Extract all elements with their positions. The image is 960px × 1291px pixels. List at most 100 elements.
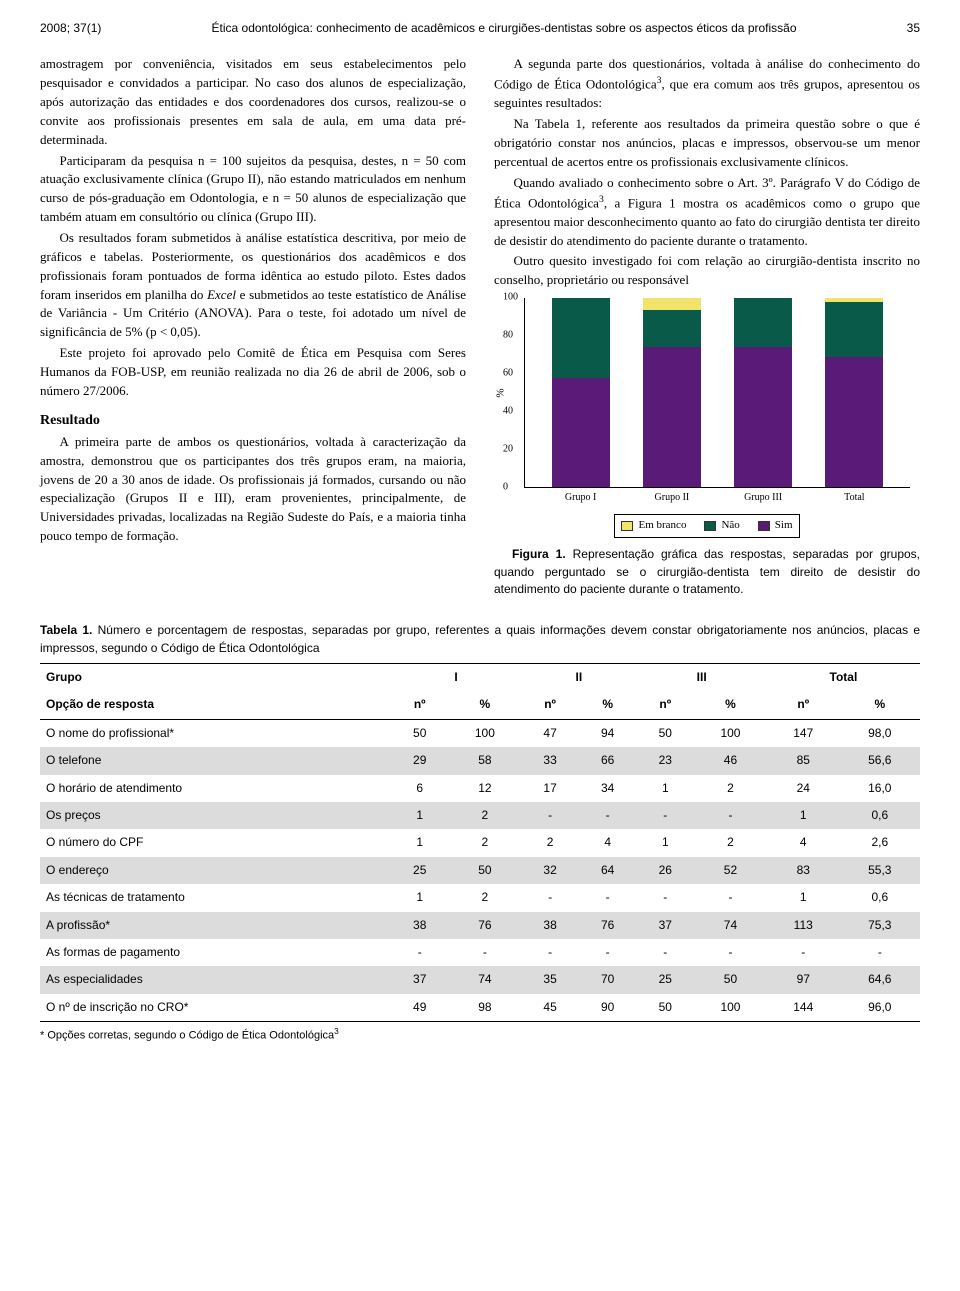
table-subheader: % [449,691,522,719]
table-row: O endereço2550326426528355,3 [40,857,920,884]
table-subheader: % [579,691,637,719]
table-cell: 50 [391,719,449,747]
x-tick: Grupo II [643,491,701,506]
table-cell: 56,6 [840,747,920,774]
table-cell: - [449,939,522,966]
figure-label: Figura 1. [512,547,566,561]
paragraph: Participaram da pesquisa n = 100 sujeito… [40,152,466,227]
legend-label: Sim [775,518,793,534]
table-cell: 24 [767,775,840,802]
page-header: 2008; 37(1) Ética odontológica: conhecim… [40,20,920,37]
table-subheader: Opção de resposta [40,691,391,719]
table-cell: 1 [636,829,694,856]
table-row: As formas de pagamento-------- [40,939,920,966]
table-cell: 29 [391,747,449,774]
table-cell: - [694,939,767,966]
table-header-group: III [636,664,766,692]
table-cell: - [636,884,694,911]
y-tick: 80 [503,328,513,343]
table-cell: 26 [636,857,694,884]
table-cell: - [521,802,579,829]
table-cell: 25 [391,857,449,884]
table-row: O número do CPF12241242,6 [40,829,920,856]
text-italic: Excel [207,287,236,302]
paragraph: Os resultados foram submetidos à análise… [40,229,466,342]
table-cell: 38 [521,912,579,939]
table-cell: 1 [391,829,449,856]
table-caption: Tabela 1. Número e porcentagem de respos… [40,622,920,657]
table-cell: 23 [636,747,694,774]
table-row-label: O endereço [40,857,391,884]
y-axis-label: % [494,388,510,397]
header-title: Ética odontológica: conhecimento de acad… [101,20,906,37]
table-subheader: % [694,691,767,719]
table-caption-text: Número e porcentagem de respostas, separ… [40,623,920,654]
table-cell: 35 [521,966,579,993]
table-header-group: Grupo [40,664,391,692]
legend-swatch [621,521,633,531]
table-cell: 2 [449,829,522,856]
bar-segment-em-branco [643,298,701,309]
table-subheader: nº [636,691,694,719]
table-row-label: O horário de atendimento [40,775,391,802]
table-cell: 2,6 [840,829,920,856]
table-row-label: O número do CPF [40,829,391,856]
table-cell: 144 [767,994,840,1022]
table-cell: 52 [694,857,767,884]
bar-segment-sim [552,378,610,488]
table-cell: 76 [449,912,522,939]
table-row-label: O nº de inscrição no CRO* [40,994,391,1022]
table-cell: 83 [767,857,840,884]
table-cell: 75,3 [840,912,920,939]
table-cell: 45 [521,994,579,1022]
table-cell: 1 [636,775,694,802]
table-footnote: * Opções corretas, segundo o Código de É… [40,1026,920,1045]
table-subheader: nº [767,691,840,719]
bar-chart: % 020406080100Grupo IGrupo IIGrupo IIITo… [524,298,910,488]
table-cell: 50 [694,966,767,993]
table-cell: - [579,939,637,966]
table-cell: - [636,802,694,829]
table-cell: 55,3 [840,857,920,884]
paragraph: Quando avaliado o conhecimento sobre o A… [494,174,920,251]
table-cell: 1 [767,884,840,911]
table-cell: 25 [636,966,694,993]
table-cell: 12 [449,775,522,802]
table-cell: - [694,884,767,911]
section-heading-resultado: Resultado [40,411,466,431]
table-cell: 50 [449,857,522,884]
legend-label: Em branco [638,518,686,534]
table-cell: 2 [694,829,767,856]
table-cell: - [391,939,449,966]
legend-item: Em branco [621,518,686,534]
bar-segment-não [734,298,792,347]
table-cell: 74 [694,912,767,939]
y-tick: 100 [503,290,518,305]
table-cell: 90 [579,994,637,1022]
x-tick: Grupo I [552,491,610,506]
figure-caption: Figura 1. Representação gráfica das resp… [494,546,920,598]
bar-group [643,298,701,487]
header-page-number: 35 [907,20,920,37]
table-cell: 85 [767,747,840,774]
table-cell: 37 [391,966,449,993]
table-label: Tabela 1. [40,623,92,637]
table-row: O nome do profissional*50100479450100147… [40,719,920,747]
table-cell: 64 [579,857,637,884]
table-row: As especialidades3774357025509764,6 [40,966,920,993]
table-row-label: A profissão* [40,912,391,939]
chart-legend: Em brancoNãoSim [614,514,799,538]
table-cell: 46 [694,747,767,774]
right-column: A segunda parte dos questionários, volta… [494,55,920,606]
table-cell: 0,6 [840,884,920,911]
table-row-label: As formas de pagamento [40,939,391,966]
legend-swatch [758,521,770,531]
y-tick: 20 [503,442,513,457]
table-cell: - [579,884,637,911]
table-cell: 2 [694,775,767,802]
bar-group [825,298,883,487]
table-cell: 94 [579,719,637,747]
table-cell: 2 [449,884,522,911]
table-cell: 2 [521,829,579,856]
table-cell: 4 [579,829,637,856]
